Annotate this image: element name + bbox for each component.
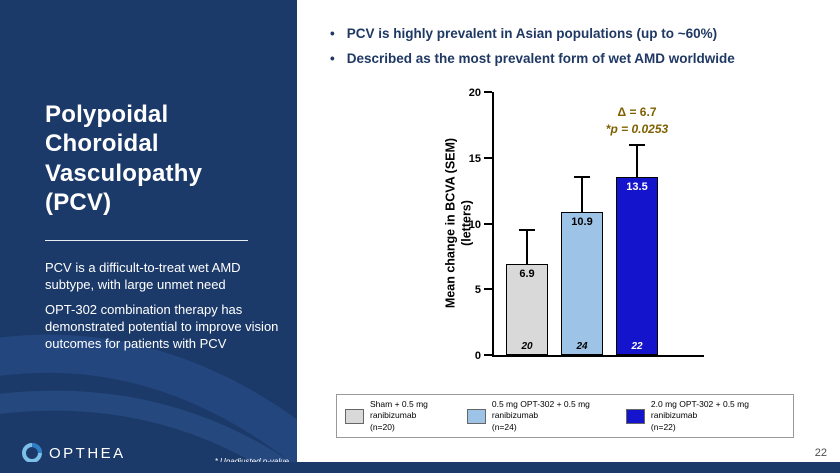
bar-n-label: 24: [576, 341, 588, 352]
y-tick: [484, 91, 492, 93]
bar-group: 13.5 22: [616, 92, 658, 355]
annotation-p-value: *p = 0.0253: [605, 122, 669, 137]
bullet-item: Described as the most prevalent form of …: [330, 50, 825, 68]
legend-label: Sham + 0.5 mg ranibizumab (n=20): [370, 399, 428, 432]
footnote: * Unadjusted p-value: [215, 457, 289, 466]
error-bar: [526, 230, 528, 265]
y-tick-label: 10: [468, 218, 481, 231]
error-bar: [636, 144, 638, 178]
bar-group: 6.9 20: [506, 92, 548, 355]
divider: [45, 240, 248, 241]
y-tick: [484, 222, 492, 225]
annotation-delta: Δ = 6.7: [617, 105, 657, 119]
sidebar-title: Polypoidal Choroidal Vasculopathy (PCV): [45, 101, 203, 216]
opthea-logo-text: OPTHEA: [49, 444, 126, 462]
error-bar-cap: [629, 143, 645, 146]
bars: 6.9 20 10.9 24 13.5 22: [506, 92, 658, 355]
opthea-logo: OPTHEA: [20, 441, 126, 465]
error-bar: [581, 177, 583, 212]
sidebar: Polypoidal Choroidal Vasculopathy (PCV) …: [0, 0, 297, 473]
legend-swatch: [466, 408, 486, 424]
y-tick-label: 15: [468, 152, 481, 165]
bar-value-label: 13.5: [626, 181, 648, 194]
legend-label: 2.0 mg OPT-302 + 0.5 mg ranibizumab (n=22…: [650, 399, 749, 432]
bar-value-label: 6.9: [519, 268, 535, 281]
y-tick: [484, 156, 492, 159]
legend-swatch: [345, 408, 364, 424]
bar: [616, 177, 658, 355]
legend-label: 0.5 mg OPT-302 + 0.5 mg ranibizumab (n=24…: [491, 399, 590, 432]
bullet-text: Described as the most prevalent form of …: [346, 50, 735, 66]
annotation: Δ = 6.7 *p = 0.0253: [606, 104, 668, 139]
sidebar-paragraph-2: OPT-302 combination therapy has demonstr…: [45, 302, 279, 352]
plot-area: 6.9 20 10.9 24 13.5 22 Δ = 6.7 *p = 0.0253 0 5…: [469, 87, 704, 362]
bottom-strip: [0, 462, 840, 473]
bar: [506, 264, 548, 355]
bar-value-label: 10.9: [571, 215, 593, 228]
sidebar-paragraph-1: PCV is a difficult-to-treat wet AMD subt…: [45, 260, 241, 293]
bullet-list: PCV is highly prevalent in Asian populat…: [330, 25, 825, 74]
bullet-item: PCV is highly prevalent in Asian populat…: [330, 25, 825, 43]
legend-swatch: [625, 408, 645, 424]
y-tick: [484, 354, 492, 356]
y-tick-label: 20: [468, 87, 481, 99]
legend-item: 2.0 mg OPT-302 + 0.5 mg ranibizumab (n=22…: [625, 399, 785, 433]
bar-n-label: 20: [521, 341, 533, 352]
error-bar-cap: [574, 176, 590, 179]
legend-item: Sham + 0.5 mg ranibizumab (n=20): [345, 399, 467, 433]
bar-group: 10.9 24: [561, 92, 603, 355]
error-bar-cap: [519, 229, 535, 232]
legend: Sham + 0.5 mg ranibizumab (n=20) 0.5 mg OP…: [336, 394, 794, 439]
y-tick: [484, 288, 492, 291]
legend-item: 0.5 mg OPT-302 + 0.5 mg ranibizumab (n=24…: [466, 399, 626, 433]
opthea-logo-icon: [22, 443, 42, 463]
page-number: 22: [814, 447, 827, 459]
y-tick-label: 5: [474, 284, 481, 297]
bar: [561, 211, 603, 355]
y-axis-label-line1: Mean change in BCVA (SEM): [443, 137, 458, 309]
bar-n-label: 22: [631, 341, 643, 352]
bullet-text: PCV is highly prevalent in Asian populat…: [346, 26, 718, 41]
bar-chart: Mean change in BCVA (SEM) (letters) 6.9 2…: [442, 87, 704, 362]
y-tick-label: 0: [474, 350, 481, 362]
